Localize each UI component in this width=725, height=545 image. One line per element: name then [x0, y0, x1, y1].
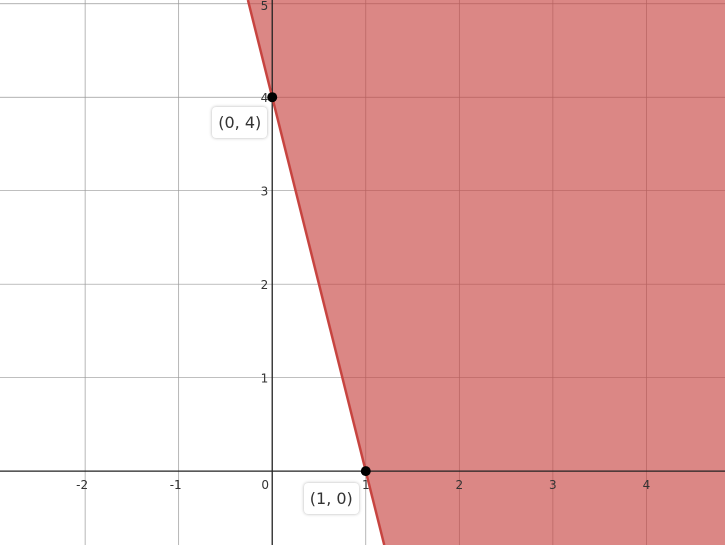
- x-tick-label: 0: [261, 478, 269, 492]
- y-tick-label: 3: [261, 185, 269, 199]
- x-tick-label: 3: [549, 478, 557, 492]
- y-tick-label: 4: [261, 91, 269, 105]
- boundary-line: [246, 0, 386, 545]
- y-tick-label: 2: [261, 278, 269, 292]
- y-tick-label: 1: [261, 372, 269, 386]
- shaded-region: [247, 0, 725, 545]
- data-point: [360, 466, 371, 477]
- x-tick-label: 4: [643, 478, 651, 492]
- data-point: [267, 92, 278, 103]
- x-tick-label: 2: [456, 478, 464, 492]
- x-tick-label: -2: [76, 478, 88, 492]
- point-label: (0, 4): [212, 107, 268, 139]
- x-tick-label: -1: [170, 478, 182, 492]
- x-tick-label: 1: [362, 478, 370, 492]
- point-label: (1, 0): [303, 483, 359, 515]
- y-tick-label: 5: [261, 0, 269, 13]
